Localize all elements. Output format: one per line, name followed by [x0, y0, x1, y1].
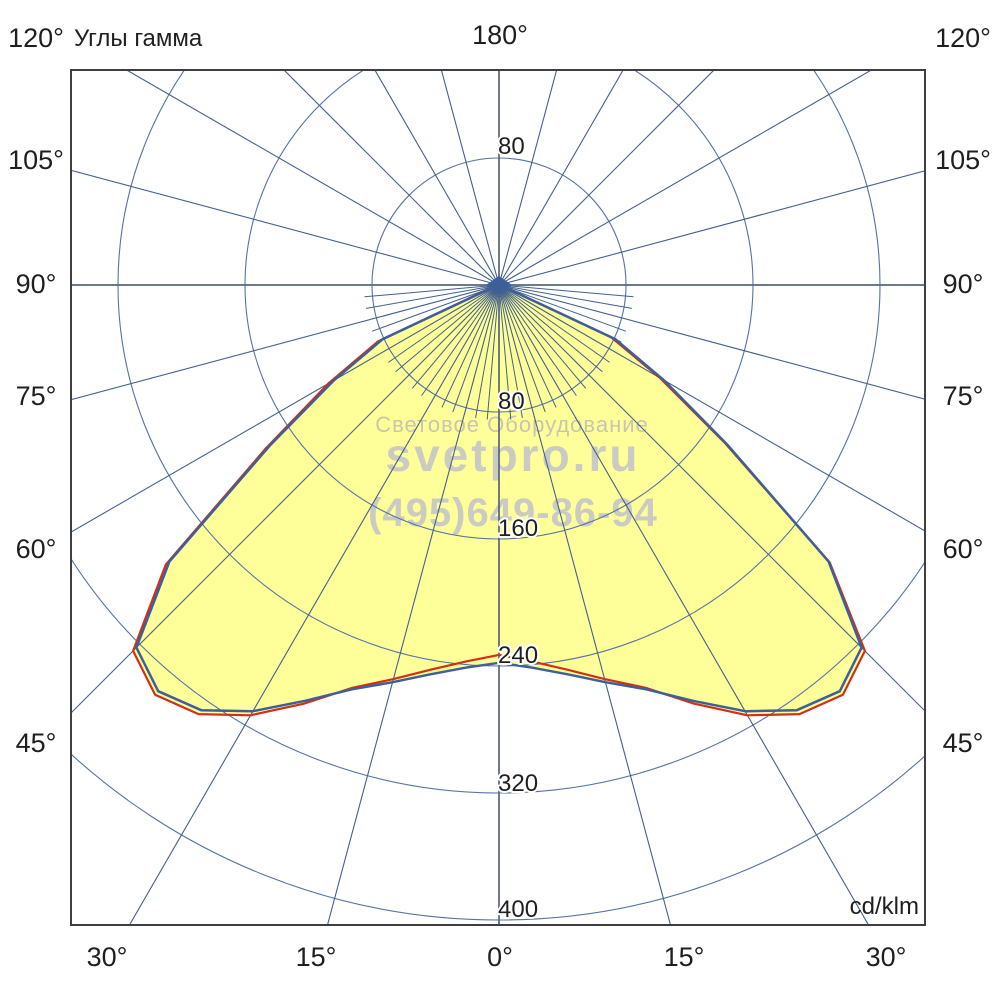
ray-5deg--20 — [452, 284, 500, 413]
angle-label-left-120°: 120° — [8, 23, 64, 53]
angle-label-bottom-15°: 15° — [296, 942, 337, 972]
ray-5deg--80 — [366, 284, 500, 309]
ray-5deg--55 — [388, 284, 500, 363]
angle-label-bottom-15°: 15° — [664, 942, 705, 972]
angle-label-right-90°: 90° — [943, 269, 984, 299]
ray-5deg-80 — [498, 284, 632, 309]
center-marker — [486, 276, 512, 294]
plot-frame — [70, 69, 926, 926]
ray-15deg-255 — [71, 169, 500, 286]
angle-label-left-90°: 90° — [16, 269, 57, 299]
ray-5deg--70 — [371, 284, 500, 332]
angle-label-right-120°: 120° — [935, 23, 991, 53]
ray-5deg--10 — [475, 284, 500, 418]
ray-15deg-210 — [374, 70, 500, 286]
angle-label-right-60°: 60° — [943, 534, 984, 564]
ray-5deg-70 — [498, 284, 627, 332]
angle-label-right-45°: 45° — [943, 728, 984, 758]
ray-15deg-30 — [498, 284, 870, 925]
angle-label-left-75°: 75° — [16, 381, 57, 411]
ray-15deg-75 — [498, 284, 925, 400]
angle-label-left-60°: 60° — [16, 534, 57, 564]
ray-15deg-105 — [498, 170, 925, 286]
unit-label: cd/klm — [850, 893, 919, 920]
ray-5deg--35 — [421, 284, 500, 396]
ray-5deg-35 — [498, 284, 577, 396]
ray-15deg-315 — [71, 284, 500, 714]
ray-5deg-55 — [498, 284, 610, 363]
angle-label-right-75°: 75° — [943, 381, 984, 411]
ring-label-240-3: 240 — [498, 642, 538, 669]
curve-blue-outline — [135, 283, 863, 713]
ray-15deg-285 — [71, 284, 500, 401]
angle-label-top: 180° — [472, 20, 528, 50]
ray-5deg-5 — [498, 284, 512, 420]
ray-5deg--40 — [411, 284, 500, 389]
ray-15deg-60 — [498, 284, 925, 532]
watermark-line3: (495)649-86-94 — [368, 491, 658, 535]
ray-15deg-150 — [498, 70, 624, 286]
ray-5deg--85 — [364, 284, 500, 298]
ray-5deg-25 — [498, 284, 557, 408]
ray-15deg-345 — [326, 284, 500, 925]
ray-5deg-10 — [498, 284, 523, 418]
ray-15deg-240 — [125, 70, 500, 286]
ring-label-80-0: 80 — [498, 133, 525, 160]
ray-15deg-195 — [440, 70, 500, 286]
ring-label-400-5: 400 — [498, 896, 538, 923]
ray-15deg-330 — [128, 284, 500, 925]
ray-15deg-300 — [71, 284, 500, 533]
ray-5deg--25 — [441, 284, 500, 408]
ray-15deg-15 — [498, 284, 672, 925]
ray-5deg-40 — [498, 284, 587, 389]
watermark-line1: Световое Оборудование — [375, 412, 649, 437]
angle-label-right-105°: 105° — [935, 145, 991, 175]
ring-label-160-2: 160 — [498, 515, 538, 542]
angle-label-left-105°: 105° — [8, 145, 64, 175]
ray-5deg-50 — [498, 284, 603, 373]
ray-15deg-165 — [498, 70, 558, 286]
angle-label-bottom-30°: 30° — [866, 942, 907, 972]
ray-15deg-120 — [498, 70, 873, 286]
ray-5deg--50 — [395, 284, 500, 373]
chart-title: Углы гамма — [74, 25, 203, 52]
ray-5deg-85 — [498, 284, 634, 298]
ray-15deg-225 — [283, 70, 500, 286]
ring-label-80-1: 80 — [498, 388, 525, 415]
ray-15deg-135 — [498, 70, 715, 286]
ray-15deg-45 — [498, 284, 925, 712]
angle-label-bottom-30°: 30° — [87, 942, 128, 972]
ring-label-320-4: 320 — [498, 770, 538, 797]
angle-label-bottom-0°: 0° — [487, 942, 513, 972]
angle-label-left-45°: 45° — [16, 728, 57, 758]
watermark-line2: svetpro.ru — [386, 429, 641, 481]
ray-5deg--5 — [486, 284, 500, 420]
ray-5deg-20 — [498, 284, 546, 413]
